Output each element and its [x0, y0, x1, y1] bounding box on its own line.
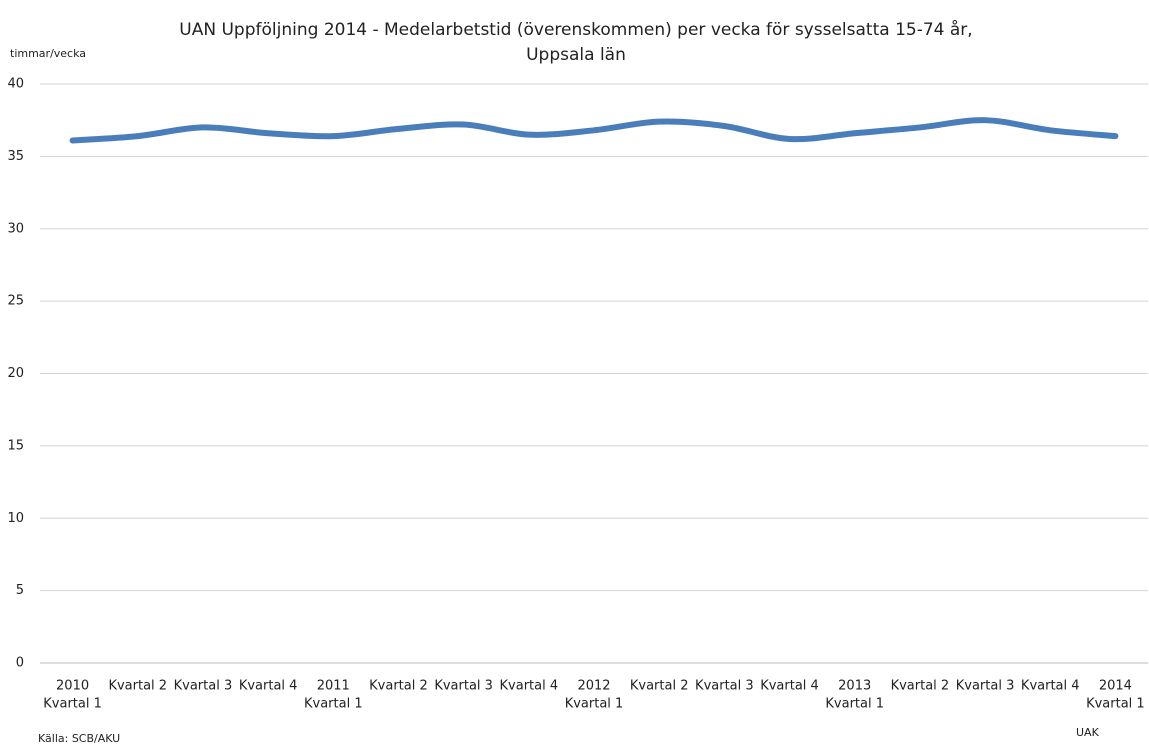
- y-tick-label: 40: [7, 77, 24, 92]
- x-tick-label: Kvartal 1: [43, 697, 102, 712]
- y-axis-label: timmar/vecka: [10, 47, 86, 60]
- x-tick-label: Kvartal 4: [1021, 679, 1080, 694]
- x-tick-label: 2010: [56, 679, 89, 694]
- y-tick-label: 5: [16, 583, 24, 598]
- credit: UAK: [1076, 726, 1100, 739]
- x-tick-label: 2014: [1099, 679, 1132, 694]
- x-tick-label: Kvartal 1: [1086, 697, 1145, 712]
- x-tick-label: 2012: [577, 679, 610, 694]
- x-tick-label: Kvartal 4: [760, 679, 819, 694]
- x-tick-label: Kvartal 3: [695, 679, 754, 694]
- y-tick-label: 30: [7, 221, 24, 236]
- x-tick-label: Kvartal 3: [434, 679, 493, 694]
- x-tick-label: Kvartal 3: [956, 679, 1015, 694]
- chart-title: UAN Uppföljning 2014 - Medelarbetstid (ö…: [179, 19, 972, 40]
- y-tick-label: 35: [7, 149, 24, 164]
- source: Källa: SCB/AKU: [38, 732, 120, 745]
- x-tick-label: Kvartal 1: [565, 697, 624, 712]
- x-tick-label: 2013: [838, 679, 871, 694]
- x-tick-label: Kvartal 4: [239, 679, 298, 694]
- line: [69, 117, 1119, 144]
- x-tick-label: Kvartal 2: [108, 679, 167, 694]
- x-tick-label: Kvartal 1: [304, 697, 363, 712]
- y-tick-label: 0: [16, 656, 24, 671]
- y-tick-label: 20: [7, 366, 24, 381]
- x-tick-label: Kvartal 2: [369, 679, 428, 694]
- y-tick-label: 25: [7, 294, 24, 309]
- y-tick-label: 15: [7, 438, 24, 453]
- x-tick-label: Kvartal 3: [174, 679, 233, 694]
- y-tick-label: 10: [7, 511, 24, 526]
- chart-title: Uppsala län: [526, 45, 626, 65]
- x-tick-label: 2011: [317, 679, 350, 694]
- x-tick-label: Kvartal 2: [891, 679, 950, 694]
- x-tick-label: Kvartal 4: [500, 679, 559, 694]
- x-tick-label: Kvartal 1: [825, 697, 884, 712]
- x-tick-label: Kvartal 2: [630, 679, 689, 694]
